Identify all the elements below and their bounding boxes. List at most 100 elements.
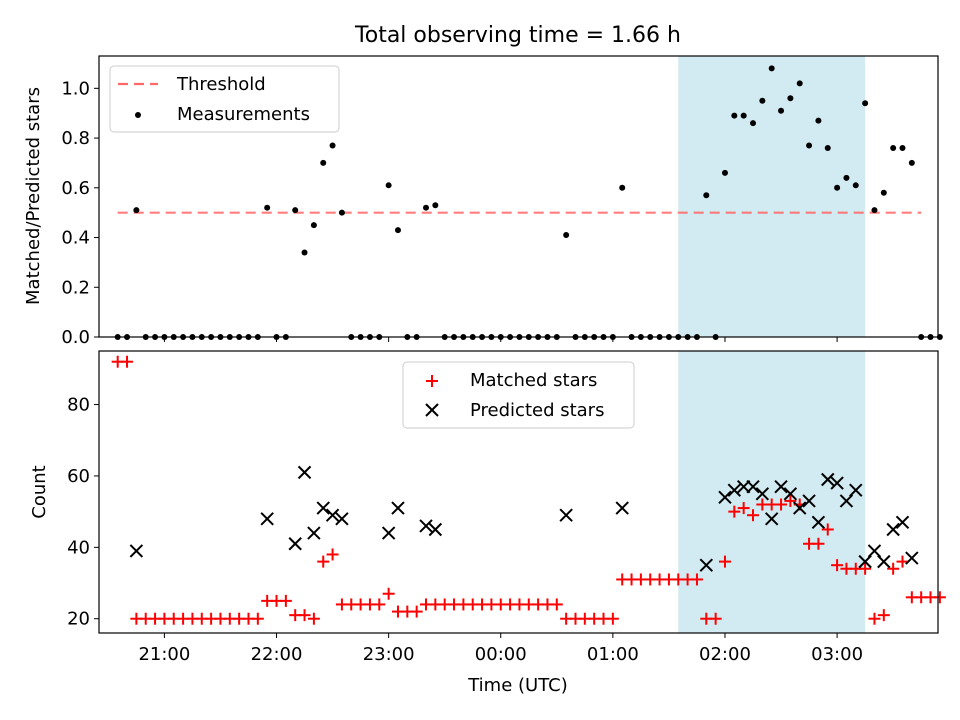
predicted-star-point [129, 544, 144, 558]
matched-star-point [410, 605, 423, 618]
bottom-ytick-label: 20 [67, 609, 90, 630]
predicted-star-point [849, 483, 863, 497]
predicted-star-point [755, 487, 770, 501]
predicted-star-point [905, 551, 919, 565]
predicted-star-point [886, 522, 900, 537]
matched-star-point [373, 598, 386, 611]
legend-matched-label: Matched stars [470, 370, 597, 391]
measurement-point [899, 145, 906, 152]
predicted-star-point [307, 526, 321, 540]
chart-title: Total observing time = 1.66 h [354, 23, 681, 48]
measurement-point [703, 192, 710, 199]
legend-measurements-swatch [135, 112, 141, 118]
matched-star-point [251, 612, 264, 625]
measurement-point [768, 65, 775, 72]
measurement-point [432, 202, 439, 209]
predicted-star-point [615, 501, 629, 515]
predicted-star-point [727, 483, 742, 497]
matched-star-point [737, 502, 750, 515]
matched-star-point [868, 612, 881, 625]
measurement-point [423, 204, 430, 211]
top-ytick-label: 0.0 [61, 327, 90, 348]
measurement-point [880, 189, 887, 196]
matched-star-point [821, 523, 834, 536]
legend-predicted-label: Predicted stars [470, 400, 604, 421]
matched-star-point [307, 612, 320, 625]
legend-measurements-label: Measurements [177, 104, 310, 125]
top-ytick-label: 1.0 [61, 78, 90, 99]
top-panel: 0.0 0.2 0.4 0.6 0.8 1.0 Matched/Predicted sta… [23, 55, 943, 348]
measurement-point [301, 249, 308, 256]
measurement-point [750, 120, 757, 127]
top-legend: Threshold Measurements [109, 65, 340, 133]
matched-star-point [784, 494, 797, 507]
legend-predicted-swatch [425, 403, 439, 417]
predicted-star-point [793, 501, 807, 515]
top-legend-box [109, 65, 340, 133]
matched-star-point [728, 505, 741, 518]
bottom-xtick-label: 01:00 [587, 644, 639, 665]
bottom-xtick-label: 21:00 [138, 644, 190, 665]
matched-star-point [812, 537, 825, 550]
measurement-point [759, 97, 766, 104]
matched-star-point [896, 555, 909, 568]
predicted-star-point [297, 465, 312, 480]
matched-star-point [317, 555, 330, 568]
predicted-star-point [419, 519, 433, 533]
measurement-point [264, 204, 271, 211]
measurement-point [778, 107, 785, 114]
measurement-point [740, 112, 747, 119]
matched-star-point [709, 612, 722, 625]
predicted-star-point [858, 554, 872, 569]
measurement-point [563, 232, 570, 239]
legend-matched-swatch [426, 375, 438, 387]
predicted-star-point [699, 558, 714, 572]
predicted-star-point [802, 494, 816, 508]
predicted-star-point [877, 554, 891, 569]
predicted-star-point [325, 508, 340, 522]
measurement-point [310, 222, 317, 229]
predicted-star-point [391, 501, 405, 515]
matched-star-point [775, 498, 788, 511]
measurement-point [320, 159, 327, 166]
predicted-star-point [260, 512, 274, 526]
bottom-axes-frame [98, 350, 939, 634]
predicted-star-point [867, 544, 882, 558]
top-ytick-label: 0.8 [61, 128, 90, 149]
bottom-ytick-label: 40 [67, 537, 90, 558]
bottom-xtick-label: 23:00 [363, 644, 415, 665]
predicted-star-point [428, 522, 443, 537]
top-ytick-label: 0.2 [61, 277, 90, 298]
predicted-star-point [895, 515, 910, 530]
top-ylabel: Matched/Predicted stars [23, 87, 44, 305]
predicted-star-point [718, 490, 732, 505]
measurement-point [385, 182, 392, 189]
matched-star-point [121, 355, 134, 368]
matched-star-point [606, 612, 619, 625]
bottom-xlabel: Time (UTC) [467, 675, 568, 696]
predicted-star-point [821, 472, 835, 487]
legend-threshold-label: Threshold [176, 74, 266, 95]
bottom-legend-box [402, 361, 635, 429]
measurement-point [394, 227, 401, 234]
measurement-point [862, 100, 869, 107]
matched-star-point [690, 573, 703, 586]
matched-star-point [747, 509, 760, 522]
bottom-xtick-label: 02:00 [699, 644, 751, 665]
measurement-point [815, 117, 822, 124]
predicted-star-point [764, 512, 779, 526]
matched-star-point [877, 609, 890, 622]
measurement-point [890, 145, 897, 152]
measurement-point [619, 184, 626, 191]
measurement-point [338, 209, 345, 216]
top-axes-frame [98, 55, 939, 338]
predicted-star-point [811, 515, 826, 530]
bottom-xtick-label: 22:00 [251, 644, 303, 665]
predicted-star-point [316, 501, 330, 515]
matched-star-point [550, 598, 563, 611]
measurement-point [834, 184, 841, 191]
bottom-highlight-span [678, 351, 866, 633]
measurement-point [133, 207, 140, 214]
predicted-star-point [774, 479, 788, 494]
